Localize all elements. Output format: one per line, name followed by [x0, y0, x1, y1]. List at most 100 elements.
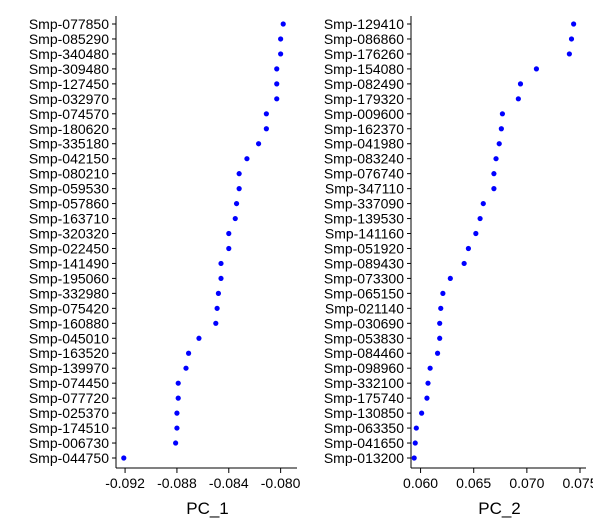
data-point: [465, 245, 471, 252]
y-tick-label: Smp-129410: [324, 16, 404, 32]
y-tick-label: Smp-075420: [29, 300, 109, 316]
data-point: [278, 36, 284, 42]
data-point: [447, 275, 453, 282]
data-point: [571, 21, 577, 27]
data-point: [533, 66, 540, 72]
data-point: [499, 111, 506, 117]
y-tick-label: Smp-139530: [324, 211, 404, 227]
y-tick-label: Smp-127450: [29, 76, 109, 92]
y-tick-label: Smp-176260: [324, 46, 404, 62]
y-tick-label: Smp-332100: [324, 375, 404, 391]
y-tick-label: Smp-320320: [29, 226, 109, 242]
data-point: [425, 380, 431, 386]
y-tick-label: Smp-074450: [29, 375, 109, 391]
data-point: [515, 96, 521, 102]
y-tick-label: Smp-053830: [324, 330, 404, 346]
y-tick-label: Smp-045010: [29, 330, 109, 346]
y-tick-label: Smp-175740: [324, 390, 404, 406]
y-tick-label: Smp-057860: [29, 196, 109, 212]
y-tick-label: Smp-041980: [324, 136, 404, 152]
y-tick-label: Smp-074570: [29, 106, 109, 122]
data-point: [244, 156, 250, 162]
data-point: [263, 111, 269, 117]
data-point: [226, 245, 232, 252]
y-tick-label: Smp-085290: [29, 31, 109, 47]
data-point: [280, 21, 286, 27]
data-point: [175, 380, 181, 386]
x-axis-title: PC_1: [186, 499, 229, 518]
y-tick-label: Smp-025370: [29, 405, 109, 421]
y-tick-label: Smp-098960: [324, 360, 404, 376]
data-point: [496, 141, 502, 147]
y-tick-label: Smp-309480: [29, 61, 109, 77]
x-tick-label: -0.080: [261, 475, 301, 491]
y-tick-label: Smp-086860: [324, 31, 404, 47]
data-point: [440, 290, 446, 296]
y-tick-label: Smp-022450: [29, 240, 109, 256]
data-point: [491, 186, 497, 192]
y-tick-label: Smp-089430: [324, 255, 404, 271]
data-point: [419, 410, 425, 416]
y-tick-label: Smp-080210: [29, 166, 109, 182]
x-axis-title: PC_2: [478, 499, 521, 518]
y-tick-label: Smp-174510: [29, 420, 109, 436]
y-tick-label: Smp-139970: [29, 360, 109, 376]
y-tick-label: Smp-041650: [324, 435, 404, 451]
panel-1: Smp-077850Smp-085290Smp-340480Smp-309480…: [29, 16, 301, 518]
x-tick-label: -0.084: [209, 475, 249, 491]
y-tick-label: Smp-084460: [324, 345, 404, 361]
y-tick-label: Smp-082490: [324, 76, 404, 92]
data-point: [493, 156, 499, 162]
data-point: [437, 335, 443, 341]
y-tick-label: Smp-044750: [29, 450, 109, 466]
data-point: [214, 305, 220, 311]
data-point: [215, 290, 222, 296]
data-point: [236, 171, 242, 177]
data-point: [278, 51, 284, 57]
y-tick-label: Smp-332980: [29, 285, 109, 301]
data-point: [175, 395, 181, 401]
data-point: [413, 425, 419, 431]
y-tick-label: Smp-042150: [29, 151, 109, 167]
data-point: [196, 335, 202, 341]
data-point: [255, 141, 262, 147]
y-tick-label: Smp-073300: [324, 270, 404, 286]
data-point: [427, 365, 433, 371]
y-tick-label: Smp-077720: [29, 390, 109, 406]
data-point: [438, 305, 444, 311]
data-point: [263, 126, 269, 132]
data-point: [434, 350, 441, 356]
data-point: [185, 350, 192, 356]
x-tick-label: 0.065: [456, 475, 491, 491]
data-point: [218, 275, 224, 282]
y-tick-label: Smp-065150: [324, 285, 404, 301]
data-point: [498, 126, 504, 132]
data-point: [517, 81, 524, 87]
panel-2: Smp-129410Smp-086860Smp-176260Smp-154080…: [324, 16, 593, 518]
data-point: [473, 230, 479, 237]
data-point: [232, 215, 238, 222]
data-point: [480, 200, 486, 207]
data-point: [274, 81, 280, 87]
data-point: [274, 96, 280, 102]
data-point: [174, 410, 180, 416]
y-tick-label: Smp-077850: [29, 16, 109, 32]
data-point: [461, 260, 467, 267]
y-tick-label: Smp-013200: [324, 450, 404, 466]
data-point: [226, 230, 232, 237]
data-point: [477, 215, 483, 222]
y-tick-label: Smp-154080: [324, 61, 404, 77]
y-tick-label: Smp-163710: [29, 211, 109, 227]
data-point: [213, 320, 219, 326]
data-point: [233, 200, 240, 207]
data-point: [424, 395, 430, 401]
data-point: [121, 455, 127, 461]
y-tick-label: Smp-340480: [29, 46, 109, 62]
y-tick-label: Smp-009600: [324, 106, 404, 122]
data-point: [437, 320, 443, 326]
data-point: [566, 51, 572, 57]
data-point: [491, 171, 497, 177]
x-tick-label: 0.070: [509, 475, 544, 491]
data-point: [218, 260, 224, 267]
